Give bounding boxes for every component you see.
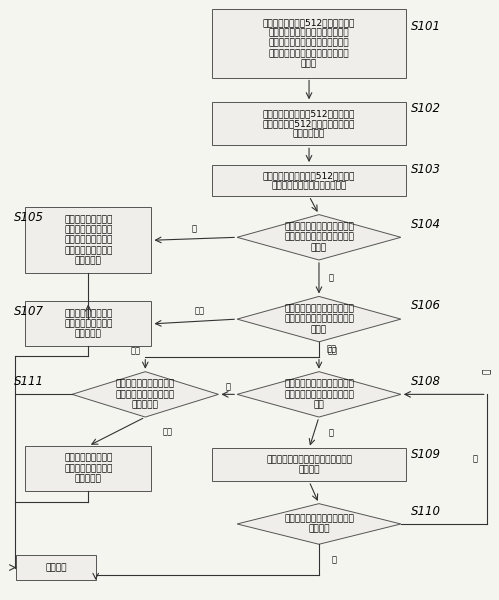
Text: 是: 是 [483,369,492,374]
Text: 结束清除: 结束清除 [45,563,67,572]
FancyBboxPatch shape [25,446,152,491]
Text: 查找并清除文件及文
件对应文件系统索引
表中的数据: 查找并清除文件及文 件对应文件系统索引 表中的数据 [64,454,112,484]
Polygon shape [72,371,219,417]
Text: S101: S101 [411,20,441,33]
FancyBboxPatch shape [25,301,152,346]
Text: S103: S103 [411,163,441,176]
FancyBboxPatch shape [212,448,406,481]
FancyBboxPatch shape [212,9,406,77]
Text: S104: S104 [411,218,441,231]
Text: 否: 否 [473,455,478,464]
Text: S111: S111 [14,375,44,388]
FancyBboxPatch shape [25,208,152,273]
Text: S107: S107 [14,305,44,319]
Text: S110: S110 [411,505,441,518]
Polygon shape [237,371,401,417]
Text: 清除根目录结构、根
目录对应文件系统索
引表中的数据及文件
系统索引表中文件系
统操作记录: 清除根目录结构、根 目录对应文件系统索 引表中的数据及文件 系统索引表中文件系 … [64,215,112,266]
Polygon shape [237,215,401,260]
Text: 根据文件系统索引表中目录的
属性，判断目录中是否有数据
信息: 根据文件系统索引表中目录的 属性，判断目录中是否有数据 信息 [284,379,354,409]
Text: 目录: 目录 [326,344,336,353]
Text: S109: S109 [411,448,441,461]
Text: 根据文件系统索引表中目
录的属性，判断目录下为
目录或文件: 根据文件系统索引表中目 录的属性，判断目录下为 目录或文件 [116,379,175,409]
Text: S105: S105 [14,211,44,224]
Text: 目录: 目录 [328,346,338,355]
Text: 根据存储介质的首512个字节判断是
存储介质中文件系统的主引导分区
或引导记录分区，如果是主引导分
区，则根据主引导分区查找引导记
录分区: 根据存储介质的首512个字节判断是 存储介质中文件系统的主引导分区 或引导记录分… [263,18,355,68]
Text: 根据文件系统索引表中根目录
的属性，判断根目录下为目录
或文件: 根据文件系统索引表中根目录 的属性，判断根目录下为目录 或文件 [284,304,354,334]
Polygon shape [237,296,401,342]
Text: 查找并清除文件及文
件对应文件系统索引
表中的数据: 查找并清除文件及文 件对应文件系统索引 表中的数据 [64,309,112,339]
Text: 返回上一级目录，并判断是否
为根目录: 返回上一级目录，并判断是否 为根目录 [284,514,354,533]
FancyBboxPatch shape [212,165,406,196]
Text: 根据文件系统索引表中根目录
属性，判断根目录中是否有数
据信息: 根据文件系统索引表中根目录 属性，判断根目录中是否有数 据信息 [284,223,354,252]
Text: 无: 无 [192,224,197,233]
Text: 根据引导记录分区的首512个字节确
定文件系统索引表及根目录位置: 根据引导记录分区的首512个字节确 定文件系统索引表及根目录位置 [263,171,355,190]
Text: S106: S106 [411,299,441,313]
Text: 有: 有 [329,274,334,283]
Text: S108: S108 [411,375,441,388]
Text: 将引导记录分区的首512个字节与已
知文件系统首512个字节进行比较，
确认分区类型: 将引导记录分区的首512个字节与已 知文件系统首512个字节进行比较， 确认分区… [263,109,355,139]
Text: 文件: 文件 [194,307,204,316]
Text: 目录: 目录 [130,346,140,355]
FancyBboxPatch shape [16,555,96,580]
Text: 清除目录结构及对应文件系统索引表
中的数据: 清除目录结构及对应文件系统索引表 中的数据 [266,455,352,475]
FancyBboxPatch shape [212,103,406,145]
Text: 无: 无 [329,428,334,437]
Polygon shape [237,503,401,544]
Text: S102: S102 [411,103,441,115]
Text: 文件: 文件 [163,427,173,436]
Text: 是: 是 [331,555,336,564]
Text: 有: 有 [225,382,231,391]
